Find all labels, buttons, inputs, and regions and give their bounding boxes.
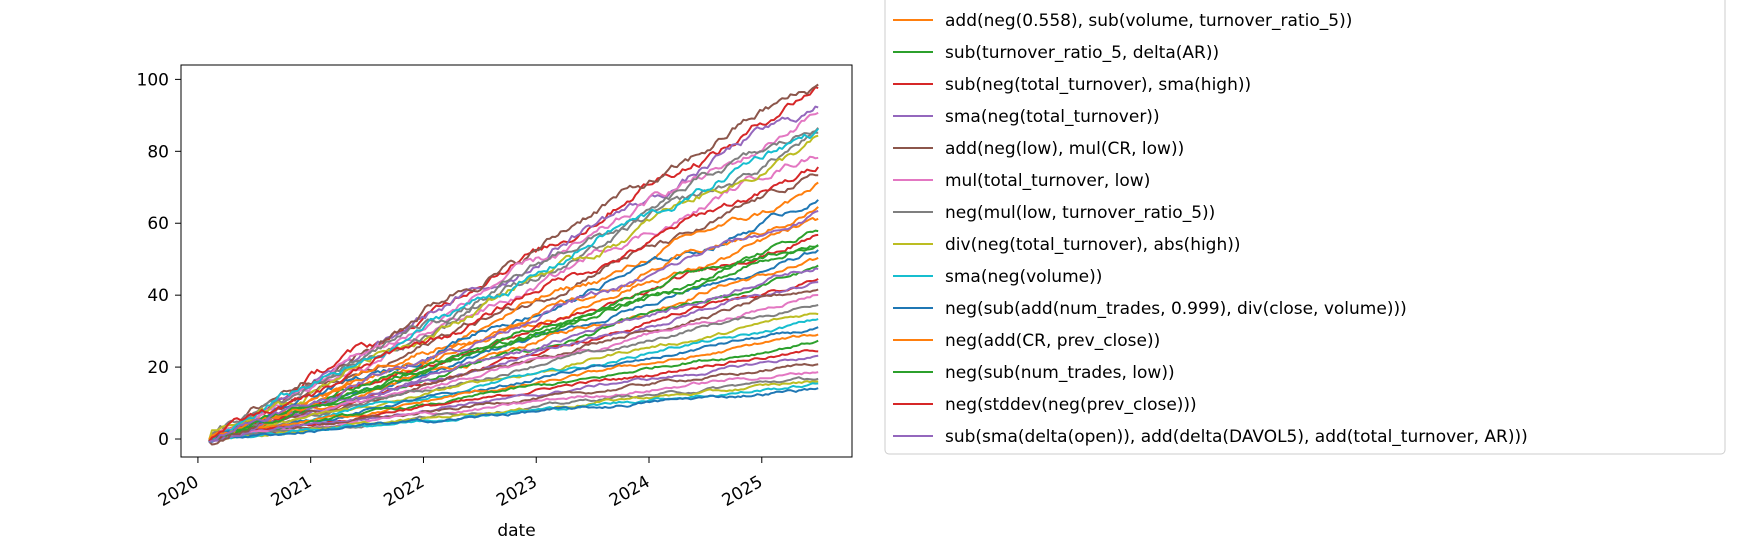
axes-frame <box>180 64 853 458</box>
legend: …(…) add(neg(0.558), sub(volume, turnover… <box>884 0 1726 455</box>
legend-label: sma(neg(total_turnover)) <box>945 107 1160 127</box>
series-line <box>208 173 819 441</box>
legend-label: div(neg(total_turnover), abs(high)) <box>945 235 1241 255</box>
y-tick-label: 60 <box>147 214 169 234</box>
legend-label: sub(neg(total_turnover), sma(high)) <box>945 75 1251 95</box>
x-tick-label: 2024 <box>606 472 653 511</box>
legend-box <box>884 0 1726 455</box>
series-line <box>208 166 820 442</box>
y-tick-label: 100 <box>137 70 169 90</box>
legend-label: neg(add(CR, prev_close)) <box>945 331 1160 351</box>
x-tick-label: 2020 <box>155 472 202 511</box>
y-tick-label: 20 <box>147 358 169 378</box>
legend-label: sub(turnover_ratio_5, delta(AR)) <box>945 43 1219 63</box>
y-axis: 0 20 40 60 80 100 <box>137 70 181 450</box>
series-line <box>208 128 819 443</box>
series-line <box>208 131 819 442</box>
series-line <box>208 244 819 442</box>
legend-label: neg(sub(num_trades, low)) <box>945 363 1175 383</box>
series-line <box>208 288 819 442</box>
x-tick-label: 2023 <box>493 472 540 511</box>
y-tick-label: 80 <box>147 142 169 162</box>
legend-label: neg(sub(add(num_trades, 0.999), div(clos… <box>945 299 1407 319</box>
series-line <box>208 210 819 443</box>
legend-label: add(neg(low), mul(CR, low)) <box>945 139 1184 159</box>
series-line <box>208 267 819 442</box>
legend-label: sma(neg(volume)) <box>945 267 1102 287</box>
series-line <box>208 134 819 440</box>
x-tick-label: 2025 <box>719 472 766 511</box>
series-line <box>208 339 819 443</box>
legend-label: mul(total_turnover, low) <box>945 171 1150 191</box>
series-line <box>208 83 819 446</box>
series-line <box>208 387 819 443</box>
x-tick-label: 2022 <box>380 472 427 511</box>
series-line <box>208 181 819 442</box>
series-line <box>208 354 819 443</box>
y-tick-label: 0 <box>158 430 169 450</box>
x-axis-label: date <box>497 521 535 541</box>
y-tick-label: 40 <box>147 286 169 306</box>
series-line <box>208 86 819 442</box>
legend-label: neg(mul(low, turnover_ratio_5)) <box>945 203 1215 223</box>
x-axis: 2020 2021 2022 2023 2024 2025 <box>155 457 766 511</box>
legend-label: neg(stddev(neg(prev_close))) <box>945 395 1197 415</box>
legend-label-clipped: …(…) <box>945 0 992 1</box>
legend-label: sub(sma(delta(open)), add(delta(DAVOL5),… <box>945 427 1528 447</box>
series-line <box>209 281 819 441</box>
x-tick-label: 2021 <box>268 472 315 511</box>
series-lines <box>208 83 820 446</box>
legend-label: add(neg(0.558), sub(volume, turnover_rat… <box>945 11 1352 31</box>
